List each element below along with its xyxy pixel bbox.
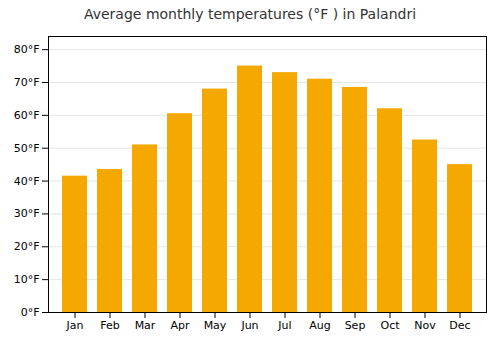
svg-text:40°F: 40°F	[14, 175, 40, 188]
svg-text:30°F: 30°F	[14, 207, 40, 220]
svg-text:Jul: Jul	[277, 319, 291, 332]
svg-text:Apr: Apr	[170, 319, 190, 332]
svg-text:Sep: Sep	[345, 319, 366, 332]
svg-text:Aug: Aug	[309, 319, 330, 332]
svg-text:Mar: Mar	[135, 319, 156, 332]
svg-text:Feb: Feb	[100, 319, 119, 332]
svg-text:Oct: Oct	[380, 319, 400, 332]
svg-text:10°F: 10°F	[14, 273, 40, 286]
svg-text:Nov: Nov	[414, 319, 436, 332]
svg-text:Dec: Dec	[449, 319, 470, 332]
svg-text:May: May	[204, 319, 227, 332]
svg-text:Jan: Jan	[66, 319, 84, 332]
svg-text:0°F: 0°F	[21, 306, 40, 319]
svg-text:Jun: Jun	[240, 319, 258, 332]
svg-text:20°F: 20°F	[14, 240, 40, 253]
svg-text:60°F: 60°F	[14, 109, 40, 122]
svg-text:80°F: 80°F	[14, 43, 40, 56]
svg-text:70°F: 70°F	[14, 76, 40, 89]
svg-text:50°F: 50°F	[14, 142, 40, 155]
html-text:Average monthly temperatures (: Average monthly temperatures (°F ) in Pa…	[83, 6, 416, 22]
